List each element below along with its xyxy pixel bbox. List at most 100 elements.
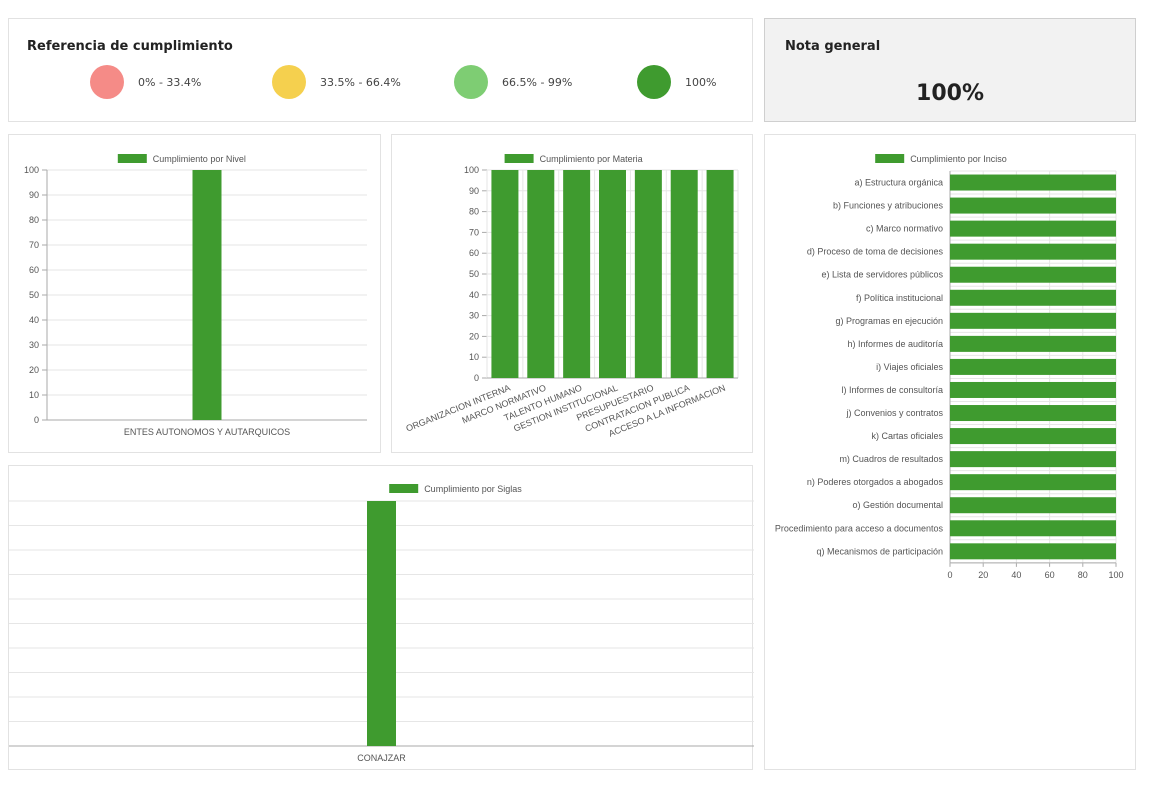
x-tick-label: 0	[947, 570, 952, 580]
y-tick-label: e) Lista de servidores públicos	[821, 270, 943, 280]
legend-swatch	[504, 154, 534, 163]
reference-item-yellow: 33.5% - 66.4%	[272, 65, 401, 99]
bar	[950, 266, 1116, 283]
red-dot-icon	[90, 65, 124, 99]
y-tick-label: 40	[469, 290, 479, 300]
y-tick-label: 0	[474, 373, 479, 383]
reference-label: 33.5% - 66.4%	[320, 75, 401, 89]
legend-label: Cumplimiento por Siglas	[424, 484, 522, 494]
y-tick-label: 80	[469, 207, 479, 217]
y-tick-label: 0	[34, 415, 39, 425]
nota-general-card: Nota general 100%	[764, 18, 1136, 122]
y-tick-label: g) Programas en ejecución	[835, 316, 943, 326]
bar	[634, 170, 662, 378]
legend-label: Cumplimiento por Nivel	[153, 154, 246, 164]
y-tick-label: 60	[469, 248, 479, 258]
bar	[950, 243, 1116, 260]
y-tick-label: k) Cartas oficiales	[871, 431, 943, 441]
reference-item-dark-green: 100%	[637, 65, 716, 99]
y-tick-label: h) Informes de auditoría	[847, 339, 943, 349]
bar	[563, 170, 591, 378]
bar	[491, 170, 519, 378]
chart-materia: Cumplimiento por Materia 0 10 20 30 40 50 60 70 8…	[405, 154, 739, 439]
bar	[950, 474, 1116, 491]
bar	[670, 170, 698, 378]
y-tick-label: 80	[29, 215, 39, 225]
bar	[599, 170, 626, 378]
y-tick-label: m) Cuadros de resultados	[839, 454, 943, 464]
y-tick-label: 10	[29, 390, 39, 400]
reference-item-light-green: 66.5% - 99%	[454, 65, 572, 99]
y-tick-label: d) Proceso de toma de decisiones	[807, 247, 944, 257]
x-tick-label: 80	[1078, 570, 1088, 580]
nota-general-value: 100%	[916, 81, 984, 106]
bar	[950, 428, 1116, 445]
bar	[367, 501, 396, 746]
reference-item-red: 0% - 33.4%	[90, 65, 201, 99]
x-tick-label: 60	[1045, 570, 1055, 580]
bar	[950, 520, 1116, 537]
y-tick-label: c) Marco normativo	[866, 224, 943, 234]
y-tick-label: 90	[469, 186, 479, 196]
y-tick-label: 20	[29, 365, 39, 375]
reference-card: Referencia de cumplimiento 0% - 33.4% 33…	[8, 18, 753, 122]
bar	[950, 405, 1116, 422]
dark-green-dot-icon	[637, 65, 671, 99]
y-tick-label: 70	[469, 227, 479, 237]
chart-siglas: Cumplimiento por Siglas CONAJZAR	[9, 484, 754, 763]
bar	[950, 381, 1116, 398]
y-tick-label: 30	[29, 340, 39, 350]
y-tick-label: 60	[29, 265, 39, 275]
light-green-dot-icon	[454, 65, 488, 99]
y-tick-label: n) Poderes otorgados a abogados	[807, 477, 944, 487]
y-tick-label: 10	[469, 352, 479, 362]
y-tick-label: 50	[29, 290, 39, 300]
bar	[527, 170, 555, 378]
legend-swatch	[117, 154, 147, 163]
bar	[950, 197, 1116, 214]
bar	[950, 312, 1116, 329]
reference-label: 100%	[685, 75, 717, 89]
bar	[950, 335, 1116, 352]
bar	[950, 358, 1116, 375]
nota-general-title: Nota general	[785, 39, 881, 54]
x-tick-label: CONAJZAR	[357, 753, 406, 763]
bar	[950, 220, 1116, 237]
bar	[950, 543, 1116, 560]
yellow-dot-icon	[272, 65, 306, 99]
legend-label: Cumplimiento por Materia	[540, 154, 643, 164]
legend-swatch	[875, 154, 905, 163]
y-tick-label: j) Convenios y contratos	[845, 408, 943, 418]
y-tick-label: f) Política institucional	[856, 293, 943, 303]
y-tick-label: Procedimiento para acceso a documentos	[775, 523, 944, 533]
x-tick-label: 40	[1011, 570, 1021, 580]
y-tick-label: a) Estructura orgánica	[854, 178, 943, 188]
legend-label: Cumplimiento por Inciso	[910, 154, 1007, 164]
y-tick-label: 50	[469, 269, 479, 279]
reference-title: Referencia de cumplimiento	[27, 39, 233, 54]
chart-card-materia: Cumplimiento por Materia 0 10 20 30 40 50 60 70 8…	[391, 134, 753, 453]
y-tick-label: l) Informes de consultoría	[841, 385, 943, 395]
bar	[950, 497, 1116, 514]
y-tick-label: 100	[24, 165, 39, 175]
y-tick-label: 70	[29, 240, 39, 250]
x-tick-label: 100	[1108, 570, 1123, 580]
y-tick-label: 20	[469, 331, 479, 341]
reference-label: 66.5% - 99%	[502, 75, 573, 89]
y-tick-label: 30	[469, 311, 479, 321]
chart-nivel: Cumplimiento por Nivel 0 10 20 30 40 50 60 70 80 9…	[24, 154, 367, 437]
chart-inciso: Cumplimiento por Inciso 0 20 40 60 80 100 a) Es…	[775, 154, 1124, 580]
x-tick-label: ENTES AUTONOMOS Y AUTARQUICOS	[124, 427, 290, 437]
y-tick-label: o) Gestión documental	[852, 500, 943, 510]
y-tick-label: i) Viajes oficiales	[876, 362, 943, 372]
bar	[950, 451, 1116, 468]
y-tick-label: 90	[29, 190, 39, 200]
y-tick-label: 40	[29, 315, 39, 325]
chart-card-siglas: Cumplimiento por Siglas CONAJZAR	[8, 465, 754, 770]
chart-card-nivel: Cumplimiento por Nivel 0 10 20 30 40 50 60 70 80 9…	[8, 134, 381, 453]
reference-label: 0% - 33.4%	[138, 75, 202, 89]
bar	[950, 289, 1116, 306]
chart-card-inciso: Cumplimiento por Inciso 0 20 40 60 80 100 a) Es…	[764, 134, 1136, 770]
y-tick-label: q) Mecanismos de participación	[816, 546, 943, 556]
y-tick-label: b) Funciones y atribuciones	[833, 201, 944, 211]
